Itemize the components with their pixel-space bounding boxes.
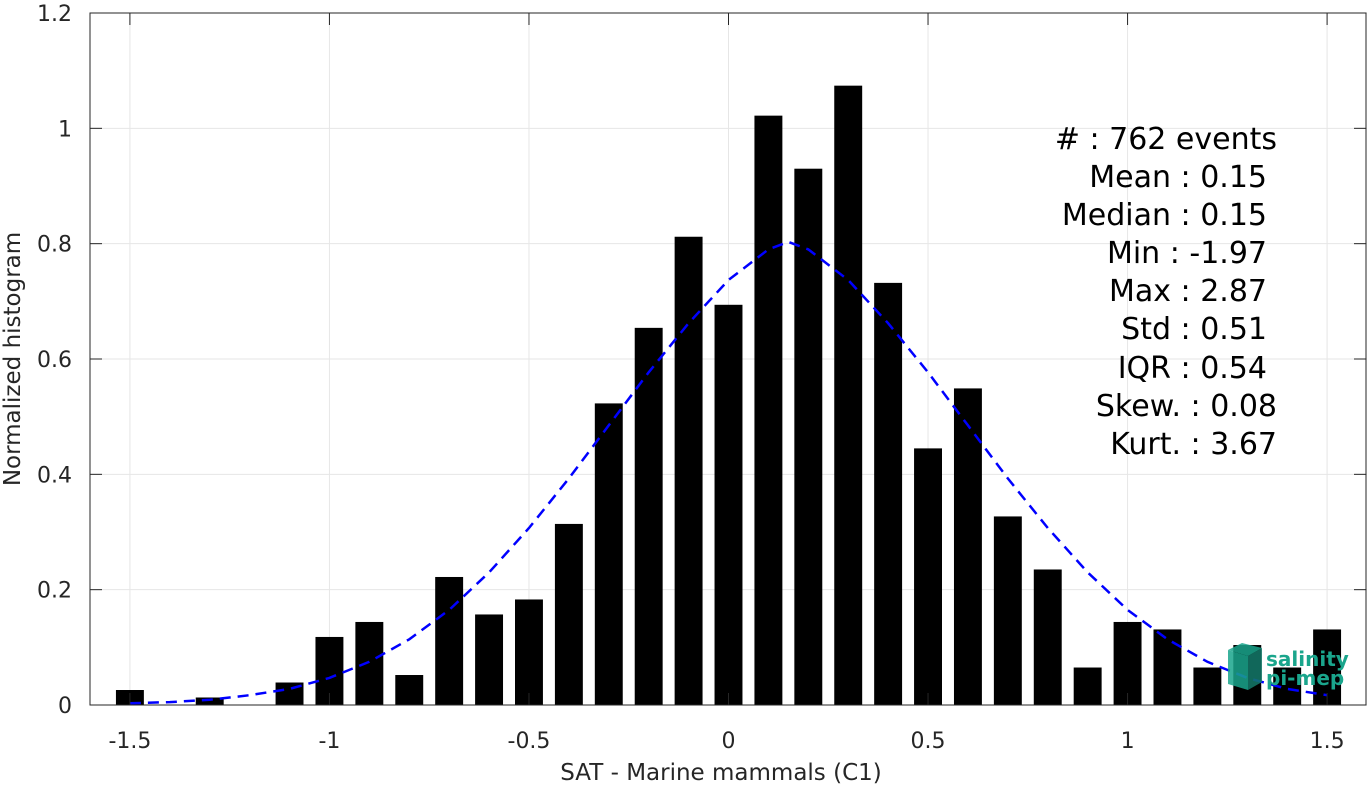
histogram-bar bbox=[874, 282, 903, 705]
x-tick-label: 0 bbox=[722, 729, 736, 754]
fit-layer bbox=[129, 240, 1328, 705]
y-tick-label: 0 bbox=[58, 694, 72, 719]
x-tick-label: -0.5 bbox=[508, 729, 551, 754]
histogram-bar bbox=[1113, 621, 1142, 705]
histogram-bar bbox=[1153, 629, 1182, 705]
histogram-bar bbox=[794, 168, 823, 705]
histogram-bar bbox=[435, 576, 464, 705]
stats-line-mean: Mean : 0.15 bbox=[1089, 160, 1267, 195]
x-tick-label: 0.5 bbox=[911, 729, 946, 754]
histogram-bar bbox=[475, 614, 504, 705]
histogram-bar bbox=[1193, 667, 1222, 705]
y-tick-label: 1.2 bbox=[37, 2, 72, 27]
stats-line-kurt: Kurt. : 3.67 bbox=[1110, 427, 1277, 462]
x-tick-label: -1.5 bbox=[108, 729, 151, 754]
histogram-bar bbox=[355, 621, 384, 705]
histogram-bar bbox=[195, 697, 224, 705]
y-tick-label: 0.2 bbox=[37, 579, 72, 604]
y-tick-label: 0.6 bbox=[37, 348, 72, 373]
histogram-bar bbox=[594, 403, 623, 705]
y-tick-label: 0.8 bbox=[37, 233, 72, 258]
logo-text-salinity: salinity bbox=[1266, 647, 1349, 671]
histogram-bar bbox=[993, 516, 1022, 705]
cube-icon bbox=[1228, 643, 1262, 690]
histogram-bar bbox=[714, 304, 743, 705]
stats-line-min: Min : -1.97 bbox=[1107, 236, 1267, 271]
histogram-bar bbox=[953, 388, 982, 705]
stats-box: # : 762 events Mean : 0.15 Median : 0.15… bbox=[1055, 122, 1277, 462]
logo-text-pimep: pi-mep bbox=[1266, 666, 1344, 690]
histogram-bar bbox=[754, 115, 783, 705]
histogram-bar bbox=[674, 236, 703, 705]
histogram-bar bbox=[395, 675, 424, 705]
histogram-bar bbox=[634, 327, 663, 705]
gaussian-fit-line bbox=[129, 240, 1328, 705]
y-tick-label: 1 bbox=[58, 117, 72, 142]
histogram-bar bbox=[1313, 629, 1342, 705]
x-tick-label: -1 bbox=[318, 729, 340, 754]
stats-line-count: # : 762 events bbox=[1055, 122, 1277, 157]
stats-line-max: Max : 2.87 bbox=[1109, 274, 1267, 309]
stats-line-std: Std : 0.51 bbox=[1121, 312, 1267, 347]
stats-line-median: Median : 0.15 bbox=[1062, 198, 1267, 233]
x-axis-label: SAT - Marine mammals (C1) bbox=[560, 760, 882, 785]
histogram-bar bbox=[1033, 569, 1062, 705]
histogram-bar bbox=[515, 599, 543, 705]
histogram-bar bbox=[554, 523, 583, 705]
stats-line-iqr: IQR : 0.54 bbox=[1118, 351, 1267, 386]
y-tick-label: 0.4 bbox=[37, 463, 72, 488]
stats-line-skew: Skew. : 0.08 bbox=[1096, 389, 1277, 424]
x-tick-label: 1.5 bbox=[1310, 729, 1345, 754]
ticks-layer: -1.5 -1 -0.5 0 0.5 1 1.5 0 0.2 0.4 0.6 0.8 1 1.2 bbox=[37, 2, 1366, 754]
histogram-bar bbox=[1073, 667, 1102, 705]
histogram-bar bbox=[914, 448, 942, 705]
salinity-pimep-logo: salinity pi-mep bbox=[1228, 643, 1349, 690]
x-tick-label: 1 bbox=[1121, 729, 1135, 754]
histogram-bar bbox=[834, 85, 863, 705]
y-axis-label: Normalized histogram bbox=[0, 232, 26, 486]
